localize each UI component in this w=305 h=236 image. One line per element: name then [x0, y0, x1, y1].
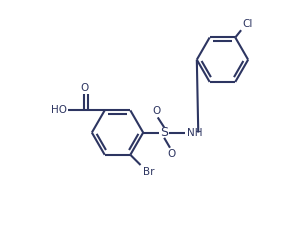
- Text: O: O: [167, 149, 176, 160]
- Text: Br: Br: [143, 167, 154, 177]
- Text: Cl: Cl: [242, 19, 253, 29]
- Text: NH: NH: [187, 128, 203, 138]
- Text: O: O: [152, 106, 160, 116]
- Text: S: S: [160, 126, 168, 139]
- Text: O: O: [80, 83, 88, 93]
- Text: HO: HO: [51, 105, 67, 115]
